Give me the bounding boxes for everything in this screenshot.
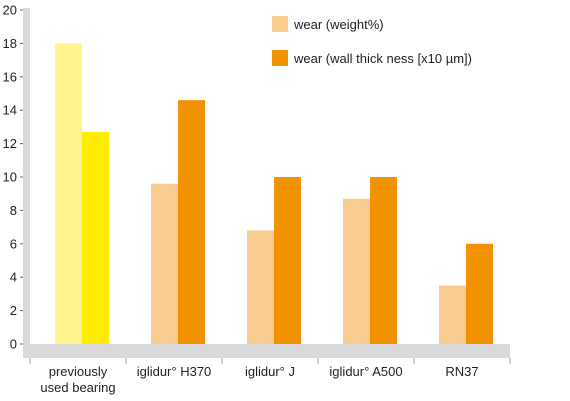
y-tick-label: 10 [3,170,17,185]
bar-1-3 [247,230,274,344]
y-tick-label: 0 [10,337,17,352]
y-tick-label: 6 [10,236,17,251]
axes [23,8,511,364]
y-axis-line [23,8,30,358]
legend: wear (weight%) wear (wall thick ness [x10… [272,16,472,66]
legend-swatch-2 [272,50,288,66]
x-category-label: RN37 [445,364,478,379]
y-axis-ticks: 0 2 4 6 8 10 12 14 16 18 20 [3,3,23,352]
legend-swatch-1 [272,16,288,32]
y-tick-label: 18 [3,36,17,51]
x-axis-line [23,344,510,358]
bar-1-2 [151,183,178,344]
x-category-label: iglidur° H370 [137,364,212,379]
x-category-label: used bearing [40,380,115,395]
legend-label-2: wear (wall thick ness [x10 µm]) [293,51,472,66]
y-tick-label: 20 [3,3,17,18]
bar-2-3 [274,177,301,344]
bar-1-4 [343,198,370,344]
y-tick-label: 12 [3,136,17,151]
x-category-label: previously [49,364,108,379]
bar-2-2 [178,100,205,345]
y-tick-label: 8 [10,203,17,218]
legend-label-1: wear (weight%) [293,17,384,32]
bar-2-1 [82,131,109,344]
y-tick-label: 14 [3,103,17,118]
bars [55,43,493,345]
bar-2-5 [466,243,493,344]
y-tick-label: 2 [10,303,17,318]
y-tick-label: 4 [10,270,17,285]
bar-1-5 [439,285,466,344]
x-category-label: iglidur° J [245,364,295,379]
bar-1-1 [55,43,82,345]
bar-2-4 [370,177,397,344]
x-category-label: iglidur° A500 [329,364,402,379]
y-tick-label: 16 [3,69,17,84]
